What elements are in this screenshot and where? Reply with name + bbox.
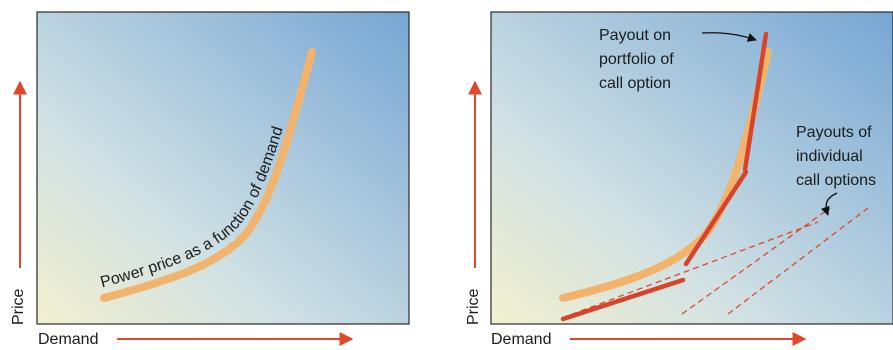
left-panel: Power price as a function of demand Pric… <box>10 11 410 348</box>
portfolio-payout-segment <box>683 169 749 267</box>
left-x-axis-label: Demand <box>38 331 98 348</box>
portfolio-label-line: call option <box>599 75 671 92</box>
portfolio-payout-label: Payout on portfolio of call option <box>599 27 678 92</box>
right-plot-area <box>490 11 893 325</box>
left-y-axis-label: Price <box>10 288 27 325</box>
right-x-axis-label: Demand <box>491 331 551 348</box>
individual-label-line: Payouts of <box>796 124 872 141</box>
portfolio-label-line: portfolio of <box>599 51 674 68</box>
right-panel: Payout on portfolio of call option Payou… <box>465 11 893 348</box>
portfolio-payout-segment <box>742 31 769 173</box>
individual-payout-line <box>561 221 819 319</box>
portfolio-label-line: Payout on <box>599 27 671 44</box>
individual-payout-label: Payouts of individual call options <box>796 124 876 189</box>
portfolio-pointer-arrow <box>701 32 757 42</box>
individual-label-line: individual <box>796 148 863 165</box>
individual-label-line: call options <box>796 172 876 189</box>
left-price-demand-curve <box>100 48 316 302</box>
individual-payout-line <box>681 207 831 315</box>
portfolio-payout-segment <box>560 277 686 322</box>
right-y-axis-label: Price <box>465 288 482 325</box>
individual-pointer-arrow <box>820 192 838 216</box>
left-plot-area <box>36 11 410 325</box>
